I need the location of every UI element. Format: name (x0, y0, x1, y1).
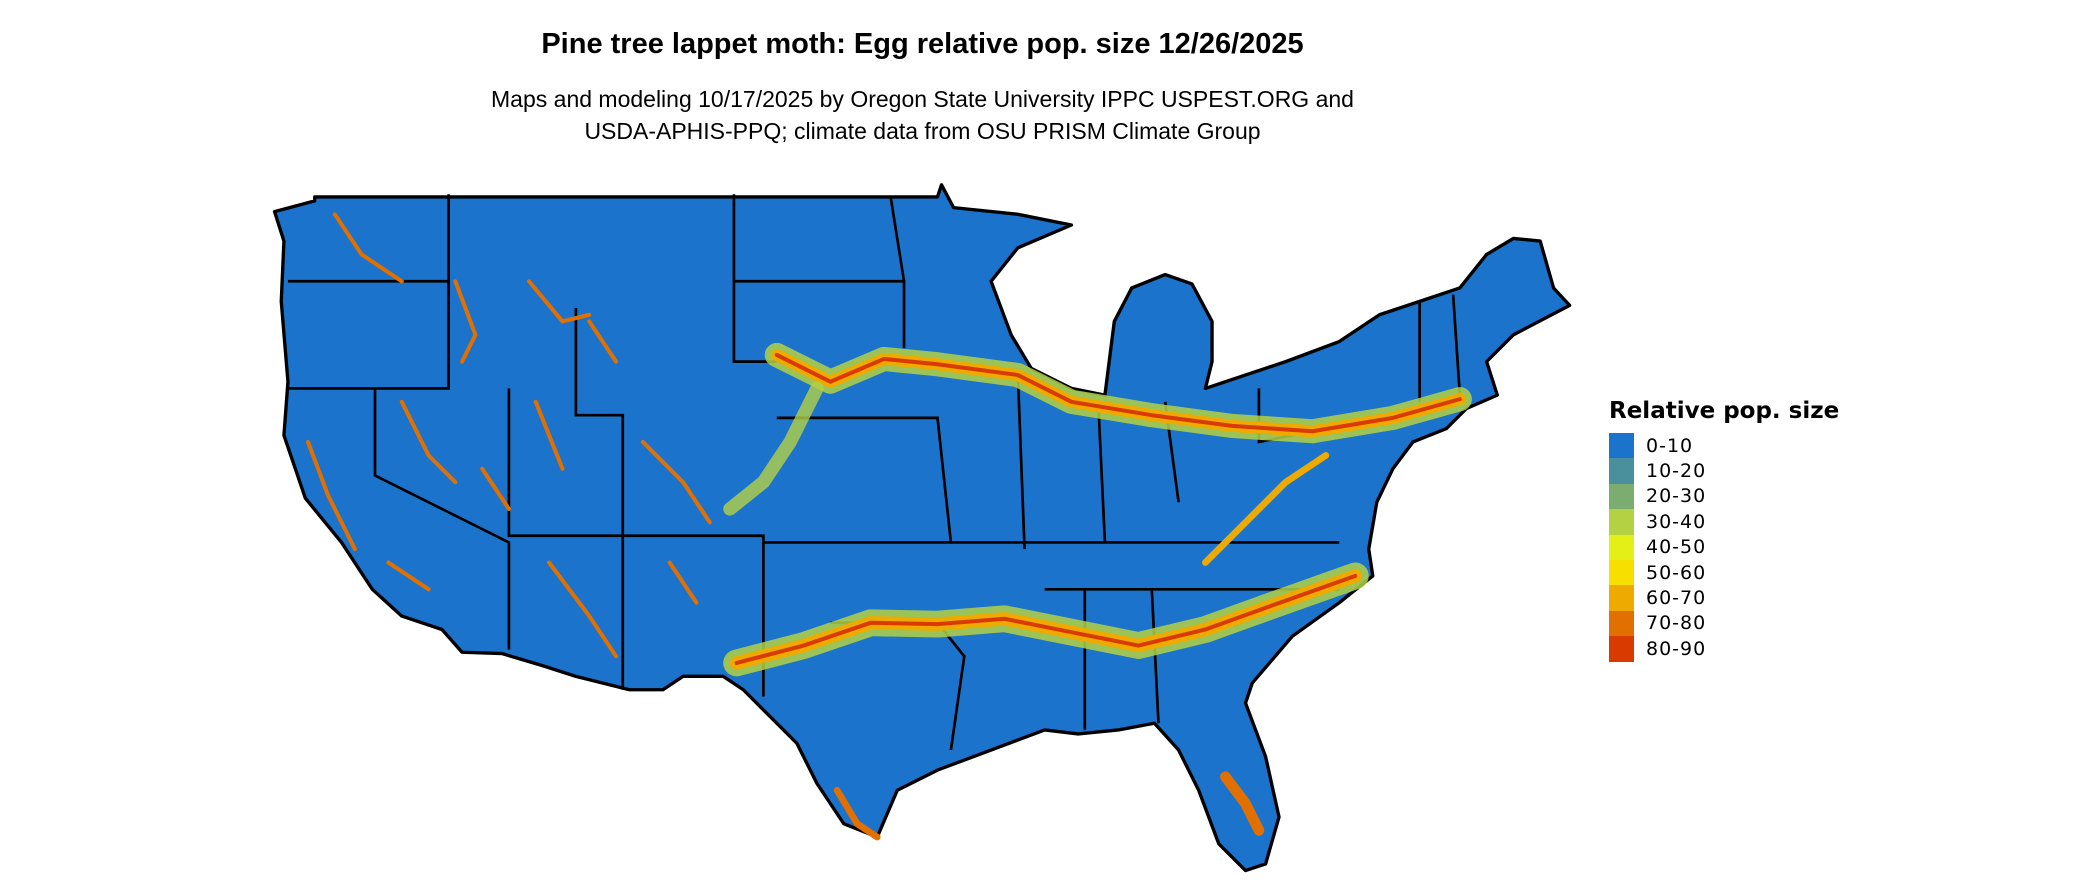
legend-swatch (1609, 509, 1634, 535)
risk-bands (306, 212, 1472, 841)
legend-label: 30-40 (1646, 510, 1707, 533)
legend-label: 80-90 (1646, 637, 1707, 660)
florida-band (1220, 771, 1265, 836)
legend-swatch (1609, 559, 1634, 586)
appalachian-band (1202, 452, 1330, 566)
legend-item: 30-40 (1609, 509, 1839, 535)
legend-item: 50-60 (1609, 559, 1839, 586)
map-title: Pine tree lappet moth: Egg relative pop.… (541, 28, 1304, 60)
map-subtitle-line1: Maps and modeling 10/17/2025 by Oregon S… (491, 86, 1354, 112)
map-subtitle-line2: USDA-APHIS-PPQ; climate data from OSU PR… (584, 118, 1261, 144)
legend-swatch (1609, 534, 1634, 560)
legend-swatch (1609, 610, 1634, 637)
legend-label: 70-80 (1646, 612, 1707, 635)
legend-item: 70-80 (1609, 610, 1839, 637)
southern-band-high (734, 573, 1358, 665)
legend-swatch (1609, 433, 1634, 459)
legend-label: 40-50 (1646, 536, 1707, 559)
central-band-high (774, 352, 1462, 434)
legend-swatch (1609, 585, 1634, 611)
legend-label: 20-30 (1646, 485, 1707, 508)
legend-item: 40-50 (1609, 534, 1839, 560)
legend-item: 20-30 (1609, 483, 1839, 510)
legend-item: 0-10 (1609, 433, 1839, 459)
western-patches (306, 212, 712, 659)
legend-swatch (1609, 458, 1634, 484)
us-outline (272, 183, 1572, 873)
legend-item: 80-90 (1609, 636, 1839, 662)
plains-band (723, 381, 824, 516)
legend-label: 50-60 (1646, 561, 1707, 584)
legend-item: 10-20 (1609, 458, 1839, 484)
legend-label: 0-10 (1646, 434, 1694, 457)
legend: Relative pop. size 0-10 10-20 20-30 30-40 40… (1609, 398, 1839, 662)
texas-coast-band (833, 786, 881, 841)
legend-swatch (1609, 483, 1634, 510)
legend-label: 60-70 (1646, 587, 1707, 610)
legend-item: 60-70 (1609, 585, 1839, 611)
legend-label: 10-20 (1646, 460, 1707, 483)
legend-swatch (1609, 636, 1634, 662)
legend-title: Relative pop. size (1609, 398, 1840, 424)
